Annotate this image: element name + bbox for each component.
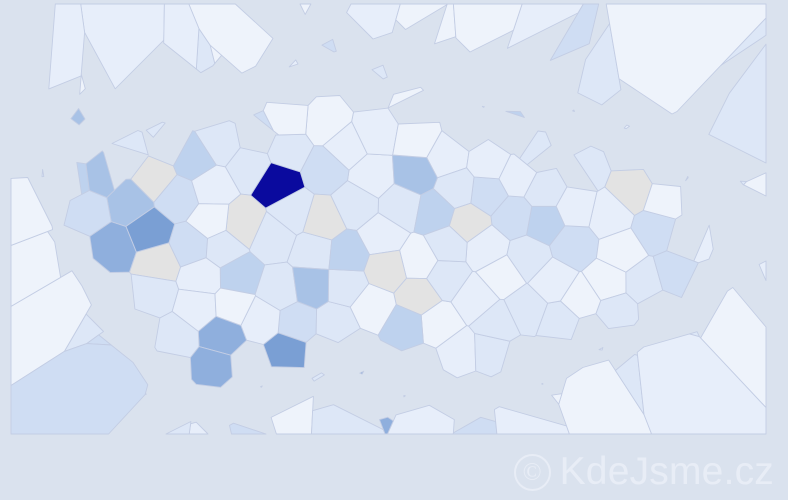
district-district-119[interactable] [605,3,767,115]
district-ostrava[interactable] [652,250,699,298]
district-district-145[interactable] [598,347,604,351]
district-teplice[interactable] [145,121,166,138]
district-district-112[interactable] [288,59,299,68]
district-district-153[interactable] [322,121,368,171]
district-rumburk[interactable] [387,86,424,109]
district-district-140[interactable] [395,3,448,30]
district-beroun[interactable] [229,422,267,435]
district-district-129[interactable] [452,3,523,53]
district-district-124[interactable] [481,105,485,108]
district-jesenik[interactable] [270,395,314,435]
district-district-144[interactable] [498,153,538,198]
district-district-115[interactable] [392,121,443,159]
district-district-114[interactable] [595,227,650,273]
district-district-151[interactable] [205,229,251,269]
district-prachatice[interactable] [189,346,233,388]
district-district-154[interactable] [165,421,192,435]
district-praha[interactable] [250,162,306,209]
district-district-128[interactable] [555,186,598,228]
district-jindrichuv-hradec[interactable] [359,370,365,375]
district-district-135[interactable] [163,3,200,70]
district-vodnany[interactable] [260,385,263,388]
district-district-91[interactable] [685,175,689,182]
district-karvina[interactable] [311,372,325,382]
district-ostrov[interactable] [519,130,552,166]
district-sumperk[interactable] [623,124,630,130]
district-district-93[interactable] [111,130,149,156]
district-district-138[interactable] [475,254,527,301]
district-district-155[interactable] [214,287,256,326]
district-district-127[interactable] [188,3,274,74]
district-district-132[interactable] [551,393,563,405]
district-district-106[interactable] [41,169,45,178]
districts-layer [10,3,767,435]
district-tachov[interactable] [70,108,86,126]
district-tabor[interactable] [292,266,330,310]
district-district-88[interactable] [743,172,767,197]
district-district-147[interactable] [185,203,230,239]
district-district-134[interactable] [172,130,217,182]
district-bruntal[interactable] [346,3,401,40]
district-district-143[interactable] [262,101,309,136]
district-district-105[interactable] [700,287,767,409]
district-district-121[interactable] [10,177,54,246]
district-nymburk[interactable] [541,382,544,385]
district-district-148[interactable] [642,183,683,220]
district-district-118[interactable] [363,249,407,294]
district-karlovy-vary[interactable] [85,150,115,199]
district-district-125[interactable] [130,155,178,203]
district-district-108[interactable] [595,292,640,330]
district-district-99[interactable] [403,394,406,398]
district-district-123[interactable] [299,3,312,15]
district-district-92[interactable] [10,231,62,307]
district-district-136[interactable] [302,193,348,241]
district-district-126[interactable] [48,3,86,90]
district-hradec-kralove[interactable] [371,64,388,80]
district-district-150[interactable] [636,333,767,435]
district-district-149[interactable] [10,343,149,435]
district-district-116[interactable] [474,332,511,378]
district-district-141[interactable] [448,202,493,243]
district-plzen-mesto[interactable] [125,206,176,253]
district-district-146[interactable] [560,270,602,319]
district-ceske-budejovice[interactable] [262,332,307,369]
district-jihlava[interactable] [549,3,600,61]
district-district-152[interactable] [468,298,522,342]
district-district-107[interactable] [505,110,525,118]
district-district-109[interactable] [311,404,386,435]
district-chomutov[interactable] [321,38,337,53]
district-rokycany[interactable] [387,404,455,435]
district-jicin[interactable] [708,43,767,164]
district-district-98[interactable] [79,73,86,95]
district-district-104[interactable] [572,109,575,112]
district-horsovsky-tyn[interactable] [758,260,767,281]
